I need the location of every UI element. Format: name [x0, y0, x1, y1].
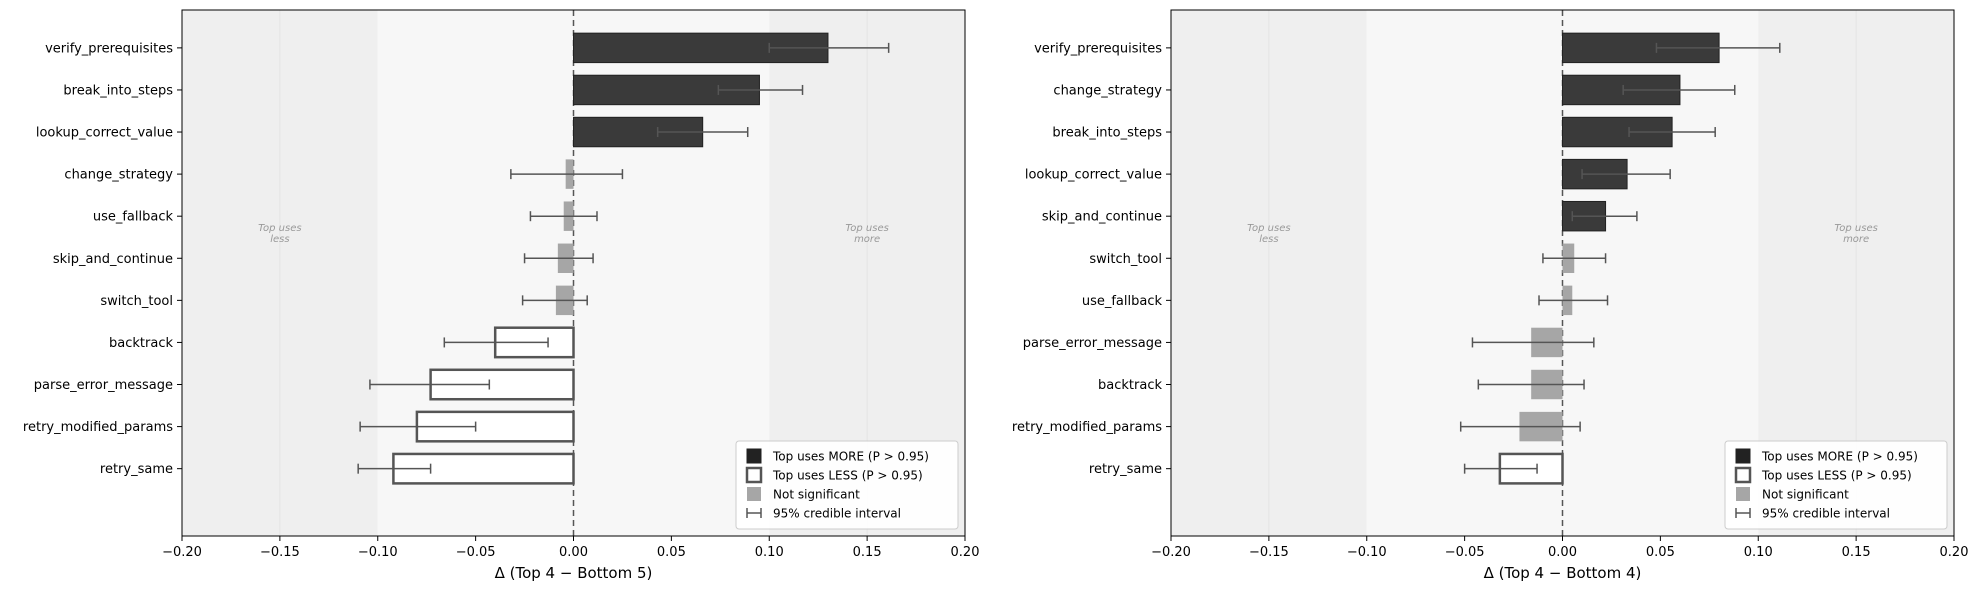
category-label: skip_and_continue: [1042, 210, 1162, 225]
x-tick-label: −0.15: [1249, 545, 1289, 560]
category-label: verify_prerequisites: [45, 41, 173, 56]
annotation-right: Top uses: [845, 223, 888, 234]
legend-label-less: Top uses LESS (P > 0.95): [1761, 469, 1912, 483]
legend-label-less: Top uses LESS (P > 0.95): [772, 469, 923, 483]
category-label: parse_error_message: [34, 378, 173, 393]
category-label: parse_error_message: [1023, 336, 1162, 351]
x-tick-label: −0.15: [260, 545, 300, 560]
legend-swatch-less: [1734, 466, 1752, 484]
category-label: use_fallback: [93, 210, 174, 225]
x-tick-label: −0.20: [162, 545, 202, 560]
x-tick-label: 0.00: [1548, 545, 1577, 560]
legend-label-ci: 95% credible interval: [773, 507, 901, 521]
legend-box: [735, 440, 959, 530]
annotation-right: more: [854, 234, 880, 245]
annotation-left: less: [1259, 234, 1278, 245]
legend-label-more: Top uses MORE (P > 0.95): [1761, 450, 1918, 464]
band-left-inner: [1366, 10, 1563, 536]
x-tick-label: 0.15: [853, 545, 882, 560]
legend-swatch-more: [1735, 448, 1751, 464]
legend: Top uses MORE (P > 0.95) Top uses LESS (P…: [1724, 440, 1948, 530]
category-label: verify_prerequisites: [1034, 41, 1162, 56]
legend-swatch-ns: [747, 487, 761, 501]
legend-swatch-less: [745, 466, 763, 484]
x-tick-label: 0.20: [1940, 545, 1969, 560]
legend-label-more: Top uses MORE (P > 0.95): [772, 450, 929, 464]
annotation-right: Top uses: [1834, 223, 1877, 234]
x-tick-label: −0.10: [1347, 545, 1387, 560]
category-label: switch_tool: [100, 294, 173, 309]
category-label: use_fallback: [1082, 294, 1163, 309]
annotation-left: Top uses: [1247, 223, 1290, 234]
category-label: backtrack: [109, 336, 173, 351]
x-tick-label: 0.20: [951, 545, 980, 560]
annotation-right: more: [1843, 234, 1869, 245]
category-label: break_into_steps: [1052, 126, 1162, 141]
category-label: backtrack: [1098, 378, 1162, 393]
category-label: lookup_correct_value: [1025, 168, 1162, 183]
annotation-left: less: [270, 234, 289, 245]
x-tick-label: 0.05: [657, 545, 686, 560]
x-tick-label: −0.05: [456, 545, 496, 560]
x-tick-label: −0.10: [358, 545, 398, 560]
category-label: retry_modified_params: [1012, 420, 1162, 435]
x-tick-label: 0.10: [755, 545, 784, 560]
category-label: retry_modified_params: [23, 420, 173, 435]
band-left-inner: [377, 10, 574, 536]
legend-swatch-more: [746, 448, 762, 464]
category-label: retry_same: [1089, 462, 1162, 477]
category-label: break_into_steps: [63, 83, 173, 98]
x-axis-label: Δ (Top 4 − Bottom 5): [495, 564, 653, 582]
legend-swatch-ns: [1736, 487, 1750, 501]
x-axis-label: Δ (Top 4 − Bottom 4): [1484, 564, 1642, 582]
category-label: lookup_correct_value: [36, 126, 173, 141]
x-tick-label: −0.05: [1445, 545, 1485, 560]
legend: Top uses MORE (P > 0.95) Top uses LESS (P…: [735, 440, 959, 530]
legend-label-ci: 95% credible interval: [1762, 507, 1890, 521]
x-tick-label: 0.00: [559, 545, 588, 560]
legend-label-ns: Not significant: [1762, 488, 1849, 502]
category-label: retry_same: [100, 462, 173, 477]
category-label: switch_tool: [1089, 252, 1162, 267]
x-tick-label: 0.10: [1744, 545, 1773, 560]
x-tick-label: −0.20: [1151, 545, 1191, 560]
annotation-left: Top uses: [258, 223, 301, 234]
legend-label-ns: Not significant: [773, 488, 860, 502]
legend-box: [1724, 440, 1948, 530]
category-label: change_strategy: [64, 168, 173, 183]
x-tick-label: 0.05: [1646, 545, 1675, 560]
category-label: change_strategy: [1053, 83, 1162, 98]
x-tick-label: 0.15: [1842, 545, 1871, 560]
category-label: skip_and_continue: [53, 252, 173, 267]
